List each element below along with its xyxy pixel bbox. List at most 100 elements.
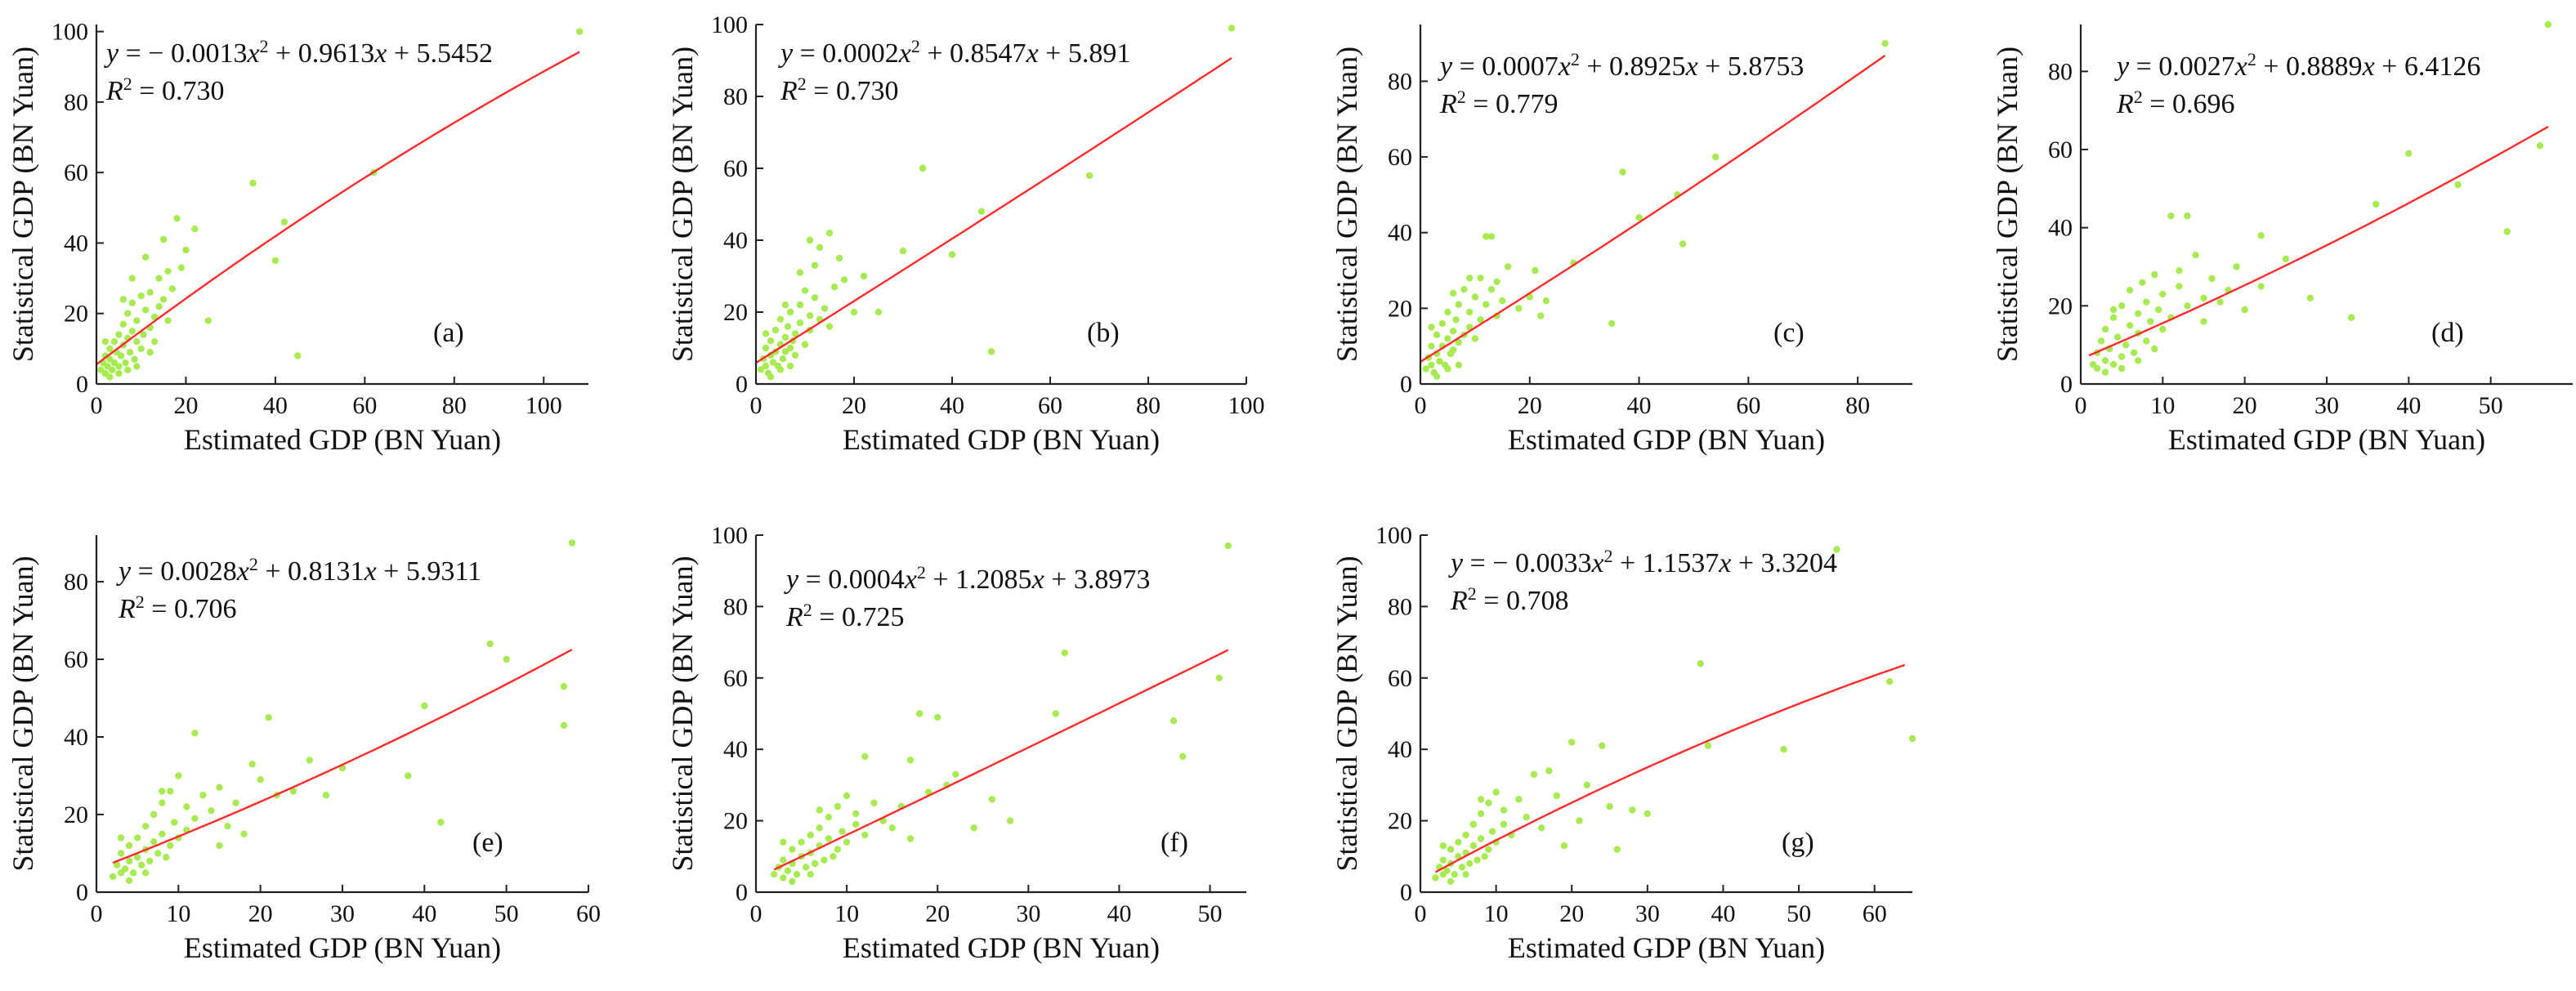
y-tick-label: 80 [1388,68,1412,95]
data-point [2093,364,2101,373]
data-point [789,846,796,853]
data-point [830,853,837,860]
y-tick-label: 100 [711,522,748,549]
data-point [762,330,770,337]
data-point [1428,342,1435,350]
y-tick-label: 20 [1388,295,1412,322]
fit-equation: y = 0.0027x2 + 0.8889x + 6.4126 [2114,49,2480,83]
x-tick-label: 20 [925,900,950,927]
data-point [852,820,860,828]
data-point [159,788,166,795]
data-point [1466,308,1474,316]
data-point [1542,297,1550,305]
x-tick-label: 40 [412,900,436,927]
data-point [204,317,212,324]
data-point [1515,305,1523,312]
data-point [1179,752,1187,761]
data-points [109,539,576,885]
data-point [843,838,851,846]
data-point [2405,150,2413,157]
data-point [2503,228,2511,235]
x-tick-label: 30 [330,900,355,927]
r-squared: R2 = 0.706 [118,591,236,625]
x-axis-title: Estimated GDP (BN Yuan) [1508,931,1825,964]
y-tick-label: 40 [723,227,748,254]
data-point [1471,335,1479,342]
data-point [437,819,445,826]
y-tick-label: 80 [723,593,748,620]
data-point [1483,233,1490,240]
data-point [1483,301,1490,308]
data-point [1451,871,1458,878]
data-point [199,792,207,799]
data-point [1635,214,1643,221]
data-points [757,25,1236,381]
data-point [1052,710,1059,717]
data-point [988,796,996,803]
panel-label: (f) [1161,828,1188,858]
y-tick-label: 20 [1388,808,1412,835]
data-point [952,770,959,778]
data-point [164,317,172,324]
y-tick-label: 60 [64,159,88,186]
data-point [1474,856,1481,864]
x-tick-label: 40 [1711,900,1735,927]
data-point [113,861,121,869]
data-point [150,338,159,346]
data-point [948,251,956,258]
data-point [1487,286,1496,293]
data-point [173,215,181,222]
data-point [2184,212,2191,220]
data-point [2257,232,2265,239]
data-point [2233,263,2240,270]
data-point [852,810,860,818]
data-point [1487,233,1496,240]
y-axis-title: Statistical GDP (BN Yuan) [1330,556,1363,871]
data-point [109,366,116,373]
x-tick-label: 60 [1038,392,1062,419]
x-tick-label: 0 [750,900,763,927]
x-tick-label: 0 [1415,392,1427,419]
x-tick-label: 20 [1518,392,1542,419]
data-point [1477,835,1485,842]
data-point [1537,312,1545,319]
data-point [1477,796,1485,803]
data-point [1444,365,1451,373]
data-point [1545,767,1553,774]
fit-curve [755,56,1232,364]
data-point [109,873,117,881]
data-point [568,539,576,547]
data-point [191,730,199,737]
data-point [137,292,145,300]
data-point [133,363,141,370]
data-point [1447,877,1455,886]
y-tick-label: 60 [723,155,748,182]
data-point [1697,660,1704,667]
r-squared: R2 = 0.708 [1450,583,1568,617]
data-point [780,838,787,846]
data-point [2127,287,2134,294]
data-point [167,841,174,850]
fit-curve [2088,126,2549,357]
data-point [1576,817,1583,824]
data-point [816,243,824,251]
data-point [1469,842,1478,850]
data-point [2101,368,2109,376]
data-point [2257,283,2265,290]
data-point [191,225,199,233]
data-point [159,235,168,243]
data-point [1422,365,1429,373]
data-point [122,359,129,367]
data-point [163,854,170,861]
data-point [801,287,809,294]
data-point [2347,314,2355,321]
x-tick-label: 20 [248,900,273,927]
data-point [503,655,510,663]
data-point [796,319,804,327]
data-point [130,869,137,877]
y-tick-label: 40 [64,230,88,257]
fit-curve [112,649,573,864]
data-point [1006,817,1014,824]
data-point [825,835,833,842]
data-point [1469,820,1478,828]
